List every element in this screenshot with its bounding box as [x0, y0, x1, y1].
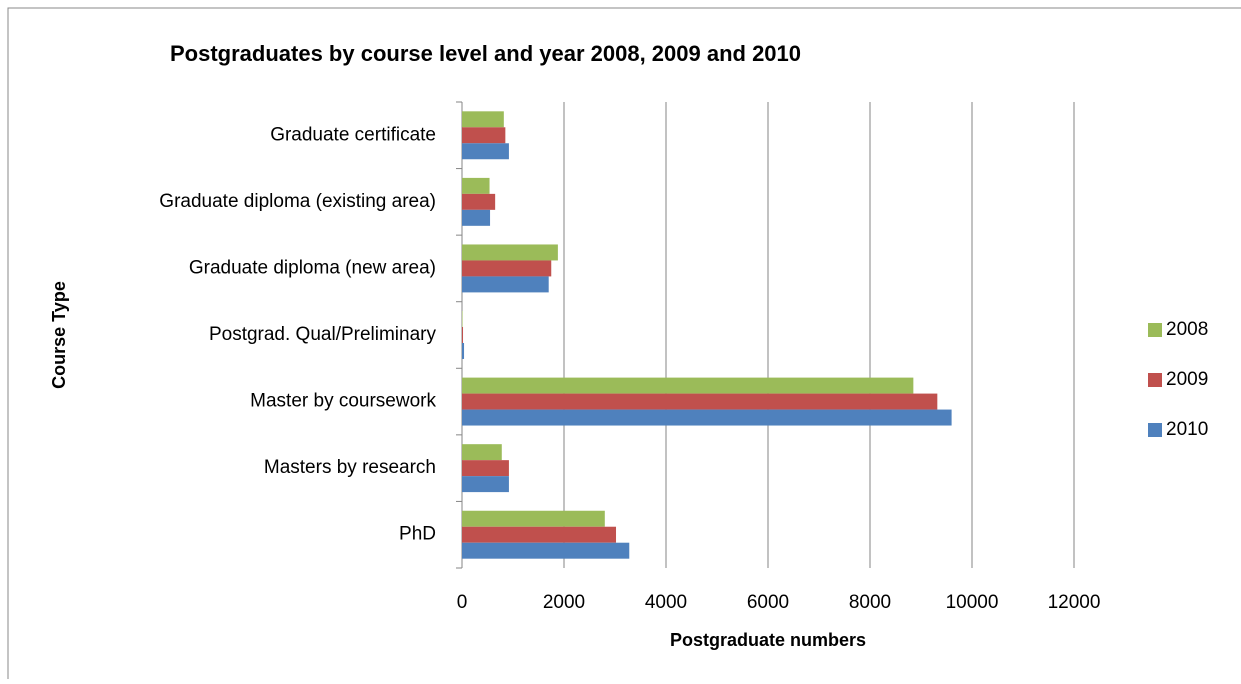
y-tick-label: Masters by research: [264, 457, 436, 478]
y-tick-label: Postgrad. Qual/Preliminary: [209, 324, 437, 345]
bar: [462, 111, 504, 128]
bar: [462, 244, 558, 261]
bar: [462, 276, 549, 293]
chart-title: Postgraduates by course level and year 2…: [170, 41, 801, 66]
x-tick-label: 12000: [1048, 592, 1101, 613]
y-tick-label: Graduate diploma (new area): [189, 257, 436, 278]
bar: [462, 444, 502, 461]
legend-label: 2010: [1166, 419, 1208, 440]
x-axis-label: Postgraduate numbers: [670, 630, 866, 650]
bar: [462, 209, 491, 226]
bar: [462, 460, 509, 477]
bar: [462, 409, 952, 426]
y-tick-label: PhD: [399, 524, 436, 545]
x-tick-label: 2000: [543, 592, 585, 613]
bar: [462, 342, 465, 359]
y-axis-label: Course Type: [49, 281, 69, 389]
legend-swatch: [1148, 373, 1162, 387]
x-tick-label: 6000: [747, 592, 789, 613]
bar: [462, 476, 509, 493]
x-tick-label: 10000: [946, 592, 999, 613]
y-tick-label: Graduate certificate: [270, 124, 436, 145]
bar: [462, 377, 914, 394]
y-tick-label: Graduate diploma (existing area): [159, 191, 436, 212]
bar: [462, 127, 506, 144]
legend-label: 2008: [1166, 319, 1208, 340]
bar: [462, 327, 464, 343]
bar: [462, 526, 617, 543]
bar: [462, 510, 605, 527]
bar: [462, 177, 490, 194]
bar: [462, 193, 496, 210]
legend-swatch: [1148, 423, 1162, 437]
legend-label: 2009: [1166, 369, 1208, 390]
y-tick-label: Master by coursework: [250, 391, 436, 412]
bar: [462, 143, 509, 160]
x-tick-label: 0: [457, 592, 468, 613]
bar: [462, 542, 630, 559]
bar: [462, 393, 938, 410]
bar: [462, 260, 552, 277]
x-tick-label: 4000: [645, 592, 687, 613]
legend-swatch: [1148, 323, 1162, 337]
bar: [462, 311, 463, 328]
x-tick-label: 8000: [849, 592, 891, 613]
chart-frame: [7, 7, 1241, 679]
